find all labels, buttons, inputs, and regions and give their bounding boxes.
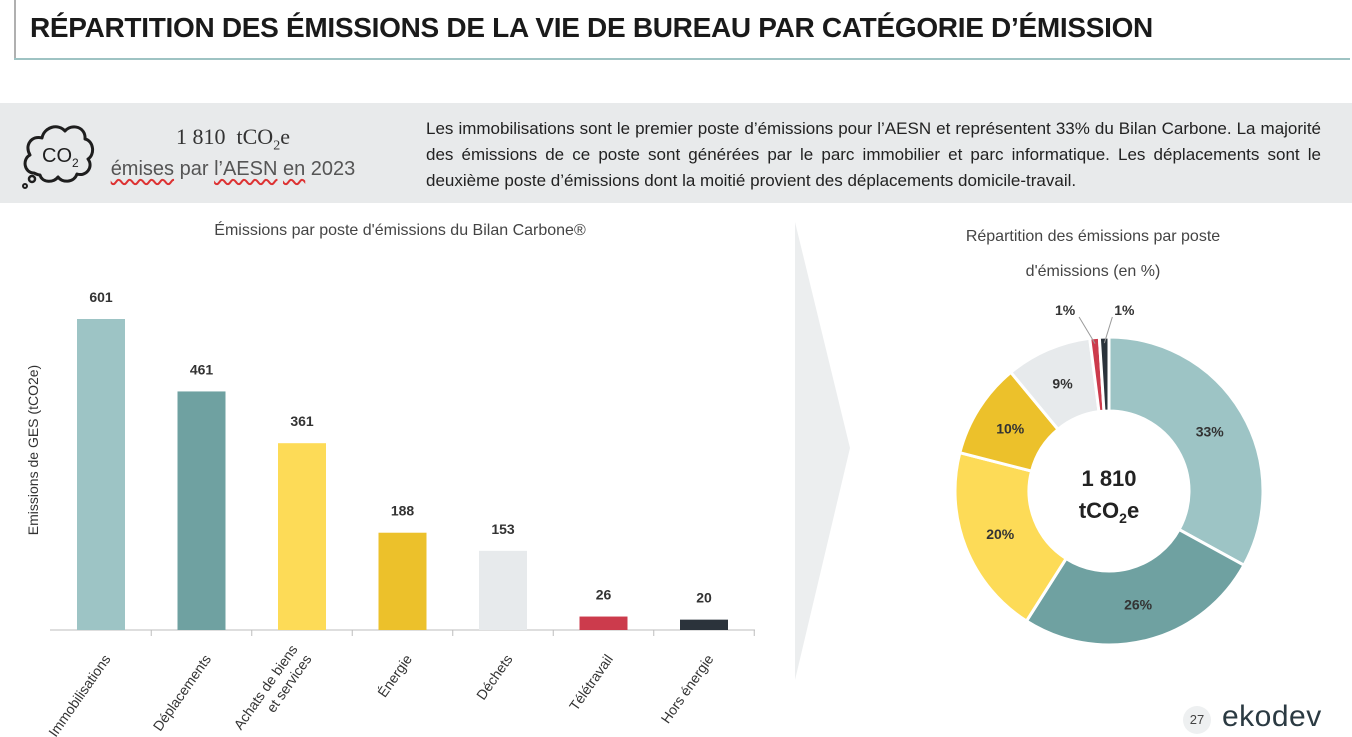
bar-value-label: 20 [696,590,712,606]
donut-slice-label: 9% [1052,376,1073,392]
kpi-number: 1 810 [176,124,226,149]
bar-value-label: 361 [290,413,314,429]
title-underline [14,58,1350,60]
bar-chart-title: Émissions par poste d'émissions du Bilan… [214,222,586,239]
page-title: RÉPARTITION DES ÉMISSIONS DE LA VIE DE B… [30,12,1153,43]
title-frame [14,0,16,60]
donut-slice-label: 20% [986,526,1015,542]
bar-value-label: 26 [596,587,612,603]
bar [479,550,527,630]
donut-slice [1097,335,1111,413]
co2-icon-label: CO2 [42,145,79,170]
kpi-value: 1 810 tCO2e [108,124,358,154]
bar [378,532,427,630]
co2-cloud-icon: CO2 [22,125,94,189]
kpi-caption: émises par l’AESN en 2023 [110,158,356,181]
bar [278,443,326,630]
bar-value-label: 188 [391,503,415,519]
donut-leader-line [1078,316,1096,344]
donut-slice [1024,527,1246,647]
bar-value-label: 153 [491,521,515,537]
donut-slice-label: 26% [1124,596,1153,612]
donut-slice-label: 1% [1055,302,1076,318]
kpi-block: 1 810 tCO2e émises par l’AESN en 2023 [108,124,358,181]
donut-slice-label: 33% [1196,423,1225,439]
summary-banner [0,103,1352,203]
bar [77,319,125,630]
bar-value-label: 461 [190,361,214,377]
donut-chart-title: Répartition des émissions par poste d'ém… [918,219,1268,289]
donut-title-line-1: Répartition des émissions par poste [965,228,1221,245]
donut-leader-line [1103,316,1113,344]
donut-center-value: 1 810 [1081,466,1136,491]
bar-chart: 601Immobilisations461Déplacements361Acha… [45,289,755,737]
donut-slice [953,450,1069,624]
donut-chart: 33% 26% 20% 10% 9% 1% 1% 1 810 tCO2e [953,302,1265,647]
donut-slice [1107,335,1265,568]
ekodev-logo: ekodev [1222,700,1322,733]
page-number: 27 [1183,706,1211,734]
bar [579,616,628,630]
donut-center-unit: tCO2e [1079,498,1139,526]
banner-description: Les immobilisations sont le premier post… [426,119,1321,190]
donut-title-line-2: d'émissions (en %) [1025,263,1161,280]
bar-value-label: 601 [89,289,113,305]
donut-slice-label: 10% [996,420,1025,436]
bar [680,619,728,630]
bar [177,391,226,630]
kpi-unit: tCO2e [236,124,290,154]
donut-slice-label: 1% [1114,302,1135,318]
